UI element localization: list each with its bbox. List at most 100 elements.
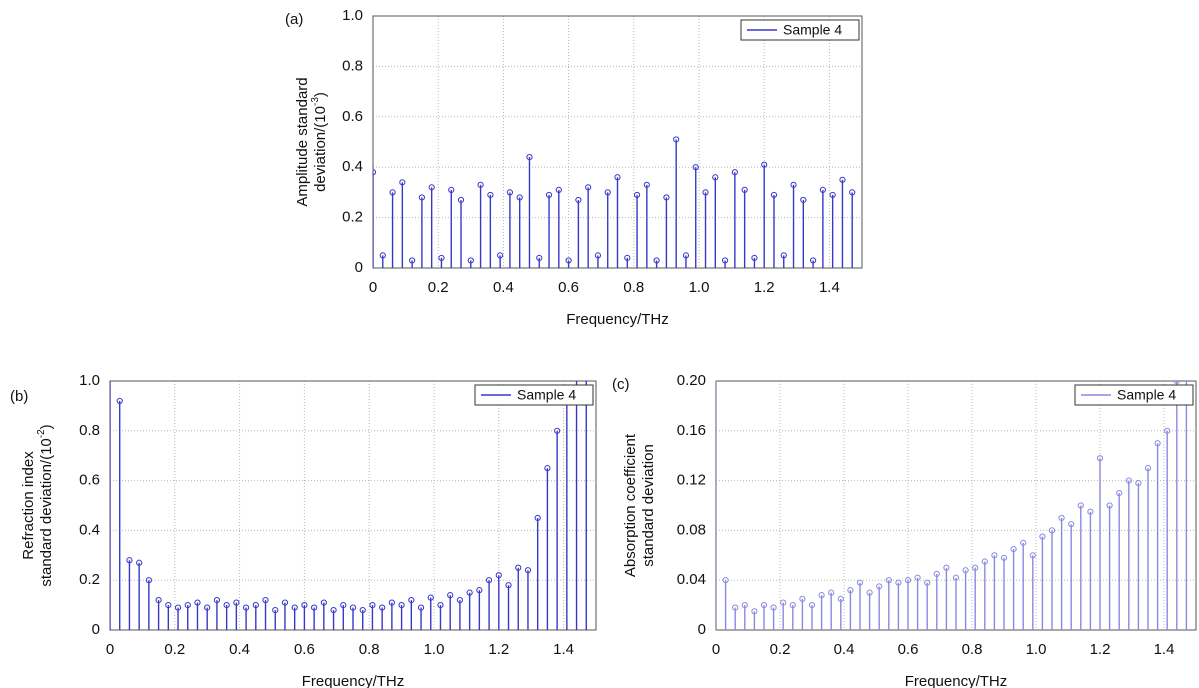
stem-marker bbox=[544, 465, 551, 472]
panel-label: (a) bbox=[285, 11, 303, 28]
x-tick-label: 0.6 bbox=[558, 279, 579, 296]
y-axis-label-end: ) bbox=[312, 92, 329, 97]
stem bbox=[1135, 479, 1142, 630]
stem bbox=[506, 189, 514, 268]
stem-marker bbox=[291, 604, 298, 611]
stem bbox=[165, 602, 172, 630]
stem-marker bbox=[1039, 533, 1046, 540]
stem-marker bbox=[810, 257, 817, 264]
stem bbox=[437, 602, 444, 630]
stem bbox=[943, 564, 950, 630]
stem-marker bbox=[389, 189, 396, 196]
x-tick-label: 1.2 bbox=[754, 279, 775, 296]
stem bbox=[594, 252, 602, 268]
stem bbox=[847, 587, 854, 630]
stem bbox=[770, 191, 778, 268]
y-axis-label-sup: -2 bbox=[36, 429, 47, 438]
stem bbox=[107, 254, 112, 630]
y-tick-label: 0.2 bbox=[342, 209, 363, 226]
stem bbox=[692, 164, 699, 268]
legend-label: Sample 4 bbox=[517, 387, 576, 403]
stem bbox=[1068, 521, 1075, 630]
stem bbox=[673, 136, 680, 268]
stem bbox=[770, 604, 777, 630]
stem bbox=[780, 599, 787, 630]
stem bbox=[849, 189, 856, 268]
stem bbox=[174, 604, 182, 630]
stem bbox=[828, 589, 835, 630]
x-tick-label: 0 bbox=[369, 279, 377, 296]
stem-marker bbox=[1000, 554, 1008, 561]
stem bbox=[116, 397, 123, 630]
x-tick-label: 1.4 bbox=[553, 641, 574, 658]
y-tick-label: 1.0 bbox=[342, 7, 363, 24]
stem-marker bbox=[477, 181, 484, 188]
stem bbox=[1020, 539, 1027, 630]
stem-marker bbox=[692, 164, 699, 171]
stem bbox=[575, 381, 578, 630]
stem bbox=[417, 604, 425, 630]
stem bbox=[204, 604, 211, 630]
stem bbox=[585, 184, 592, 268]
stem bbox=[839, 176, 846, 268]
stem bbox=[904, 577, 912, 630]
stem bbox=[272, 606, 279, 630]
stem-marker bbox=[914, 574, 921, 581]
stem bbox=[722, 577, 729, 630]
legend-box bbox=[474, 384, 594, 406]
stem-marker bbox=[789, 602, 796, 609]
stem-marker bbox=[438, 254, 445, 262]
stem-marker bbox=[1020, 539, 1027, 546]
stem bbox=[379, 252, 386, 268]
stem bbox=[716, 381, 717, 630]
y-axis-label: Absorption coefficientstandard deviation bbox=[622, 433, 657, 577]
stem-marker bbox=[476, 587, 483, 594]
stem-marker bbox=[604, 189, 611, 196]
stem bbox=[545, 191, 553, 268]
stem-marker bbox=[1048, 527, 1056, 534]
x-tick-label: 0.8 bbox=[962, 641, 983, 658]
stem-marker bbox=[751, 608, 758, 615]
x-tick-label: 1.4 bbox=[819, 279, 840, 296]
stem bbox=[242, 604, 250, 630]
stem-marker bbox=[349, 604, 357, 611]
stem bbox=[565, 257, 572, 268]
stem-marker bbox=[1058, 514, 1065, 522]
stem bbox=[712, 174, 719, 268]
stem bbox=[761, 161, 768, 268]
stems bbox=[373, 136, 856, 268]
stem-marker bbox=[373, 169, 377, 176]
stem-marker bbox=[808, 602, 816, 609]
stem bbox=[575, 196, 582, 268]
stem-marker bbox=[849, 189, 856, 196]
x-tick-label: 0 bbox=[712, 641, 720, 658]
x-tick-label: 0 bbox=[106, 641, 114, 658]
x-tick-label: 1.0 bbox=[689, 279, 710, 296]
stem-marker bbox=[895, 579, 902, 586]
stem-marker bbox=[379, 252, 386, 259]
stem-marker bbox=[673, 136, 680, 143]
stem bbox=[895, 579, 902, 630]
stem-marker bbox=[447, 592, 454, 599]
stem bbox=[536, 254, 543, 268]
stem-marker bbox=[281, 599, 289, 606]
stem bbox=[184, 602, 191, 630]
stem bbox=[1000, 554, 1008, 630]
stem-marker bbox=[819, 186, 826, 193]
stem-marker bbox=[107, 254, 112, 259]
stem-marker bbox=[952, 574, 960, 581]
stem-marker bbox=[515, 564, 522, 571]
x-tick-label: 0.6 bbox=[294, 641, 315, 658]
panel-label: (b) bbox=[10, 388, 28, 405]
stem bbox=[515, 564, 522, 630]
stem bbox=[1058, 514, 1065, 630]
stem-marker bbox=[1029, 552, 1036, 559]
stem bbox=[760, 602, 768, 630]
stem bbox=[1039, 533, 1046, 630]
x-tick-label: 0.4 bbox=[493, 279, 514, 296]
stem-marker bbox=[116, 397, 123, 405]
stem-marker bbox=[555, 186, 562, 193]
y-axis-label-line: Refraction index bbox=[20, 451, 37, 560]
stem bbox=[885, 577, 892, 630]
legend-box bbox=[1074, 384, 1194, 406]
